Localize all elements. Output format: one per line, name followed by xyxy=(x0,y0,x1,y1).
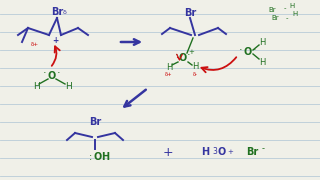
Text: δ+: δ+ xyxy=(165,71,173,76)
Text: O: O xyxy=(218,147,226,157)
Text: O: O xyxy=(48,71,56,81)
Text: :: : xyxy=(89,152,92,162)
Text: δ: δ xyxy=(63,10,67,15)
Text: H: H xyxy=(101,152,109,162)
Text: ·: · xyxy=(253,45,257,55)
Text: H: H xyxy=(201,147,209,157)
Text: ·: · xyxy=(187,50,191,60)
Text: +: + xyxy=(227,149,233,155)
Text: H: H xyxy=(192,62,198,71)
Text: H: H xyxy=(65,82,71,91)
Text: ·: · xyxy=(175,50,179,60)
Text: H: H xyxy=(259,57,265,66)
Text: -: - xyxy=(284,5,286,11)
Text: O: O xyxy=(244,47,252,57)
Text: Br: Br xyxy=(89,117,101,127)
Text: ·: · xyxy=(239,45,243,55)
Text: +: + xyxy=(52,35,58,44)
Text: Br: Br xyxy=(51,7,63,17)
Text: Br: Br xyxy=(268,7,276,13)
Text: -: - xyxy=(261,145,265,154)
Text: δ-: δ- xyxy=(193,71,197,76)
Text: H: H xyxy=(33,82,39,91)
Text: O: O xyxy=(179,53,187,63)
Text: ·: · xyxy=(43,68,47,78)
Text: Br: Br xyxy=(184,8,196,18)
Text: 3: 3 xyxy=(212,147,217,156)
Text: O: O xyxy=(94,152,102,162)
Text: H: H xyxy=(166,62,172,71)
Text: H: H xyxy=(289,3,295,9)
Text: +: + xyxy=(163,145,173,159)
Text: Br: Br xyxy=(271,15,279,21)
Text: δ+: δ+ xyxy=(31,42,39,46)
Text: Br: Br xyxy=(246,147,258,157)
Text: +: + xyxy=(188,49,194,55)
Text: H: H xyxy=(259,37,265,46)
Text: H: H xyxy=(292,11,298,17)
Text: ·: · xyxy=(57,68,61,78)
Text: -: - xyxy=(286,15,288,21)
